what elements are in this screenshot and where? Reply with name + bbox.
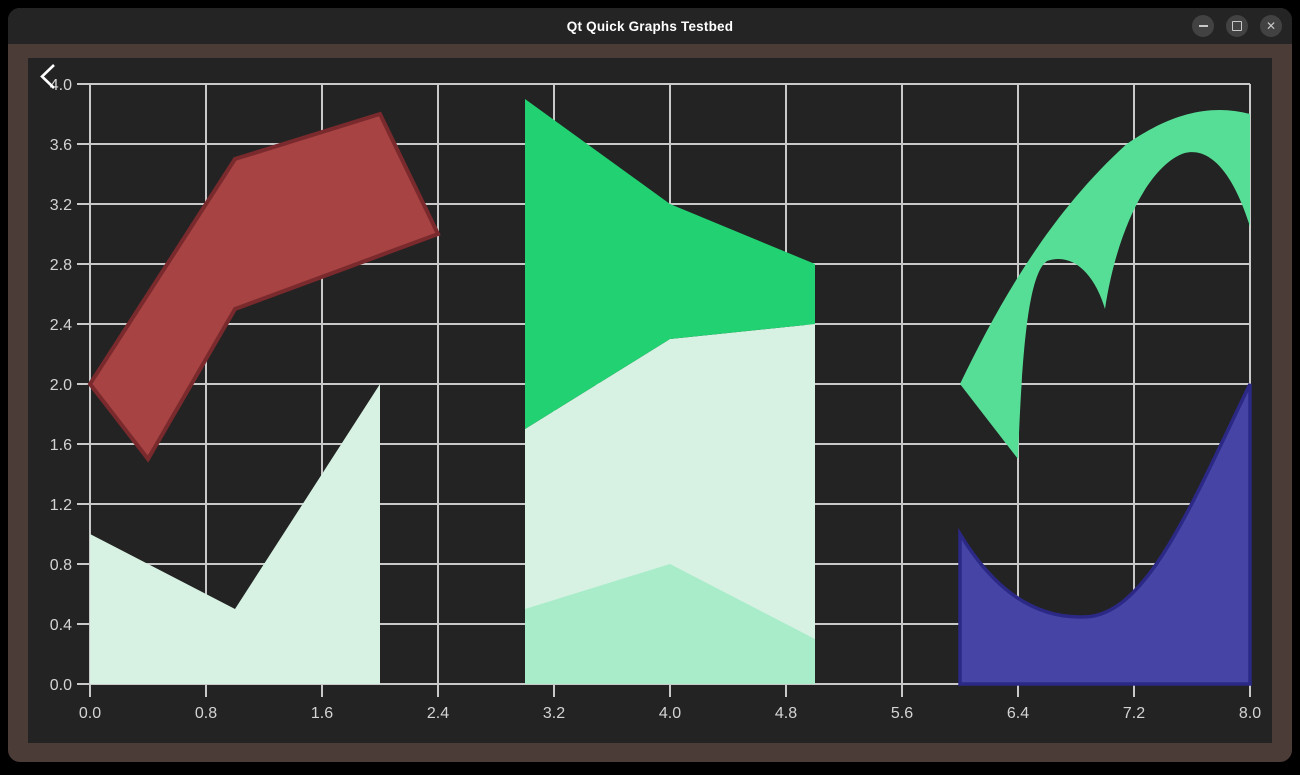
area-blue xyxy=(958,383,1252,686)
chevron-left-icon xyxy=(40,64,55,89)
area-medium-mint-middle xyxy=(525,564,815,684)
close-button[interactable]: ✕ xyxy=(1260,15,1282,37)
title-bar[interactable]: Qt Quick Graphs Testbed ✕ xyxy=(8,8,1292,44)
maximize-button[interactable] xyxy=(1226,15,1248,37)
window-controls: ✕ xyxy=(1192,15,1282,37)
x-axis-tick-label: 4.8 xyxy=(775,705,797,722)
y-axis-tick-label: 4.0 xyxy=(50,77,72,94)
minimize-button[interactable] xyxy=(1192,15,1214,37)
x-axis-tick-label: 3.2 xyxy=(543,705,565,722)
area-green-swoosh xyxy=(960,110,1250,459)
y-axis-tick-label: 2.8 xyxy=(50,257,72,274)
y-axis-tick-label: 3.6 xyxy=(50,137,72,154)
y-axis-tick-label: 3.2 xyxy=(50,197,72,214)
y-axis-tick-label: 0.0 xyxy=(50,677,72,694)
y-axis-tick-label: 0.8 xyxy=(50,557,72,574)
chart-panel: 0.0 0.4 0.8 1.2 1.6 2.0 2.4 2.8 3.2 3.6 4.0 0.0 0.8 1… xyxy=(28,58,1272,743)
x-axis-tick-label: 2.4 xyxy=(427,705,449,722)
y-axis-tick-label: 1.6 xyxy=(50,437,72,454)
y-axis-tick-label: 2.4 xyxy=(50,317,72,334)
x-axis-tick-label: 8.0 xyxy=(1239,705,1261,722)
close-icon: ✕ xyxy=(1265,19,1277,33)
x-axis-tick-label: 4.0 xyxy=(659,705,681,722)
maximize-icon xyxy=(1232,21,1242,31)
app-window: Qt Quick Graphs Testbed ✕ 0.0 0.4 0.8 1.2 1.… xyxy=(8,8,1292,762)
x-axis-tick-label: 6.4 xyxy=(1007,705,1029,722)
x-axis-tick-label: 7.2 xyxy=(1123,705,1145,722)
area-chart-canvas[interactable]: 0.0 0.4 0.8 1.2 1.6 2.0 2.4 2.8 3.2 3.6 4.0 0.0 0.8 1… xyxy=(28,58,1272,743)
x-axis-tick-label: 5.6 xyxy=(891,705,913,722)
area-green-middle xyxy=(525,99,815,429)
y-axis-tick-label: 1.2 xyxy=(50,497,72,514)
x-axis-tick-label: 0.0 xyxy=(79,705,101,722)
y-axis-tick-label: 0.4 xyxy=(50,617,72,634)
x-axis-tick-label: 1.6 xyxy=(311,705,333,722)
y-axis-tick-label: 2.0 xyxy=(50,377,72,394)
window-title: Qt Quick Graphs Testbed xyxy=(566,18,734,34)
area-light-mint-left xyxy=(90,384,380,684)
back-button[interactable] xyxy=(38,62,60,90)
area-red-polygon xyxy=(87,111,441,463)
x-axis-tick-label: 0.8 xyxy=(195,705,217,722)
minimize-icon xyxy=(1198,25,1208,27)
